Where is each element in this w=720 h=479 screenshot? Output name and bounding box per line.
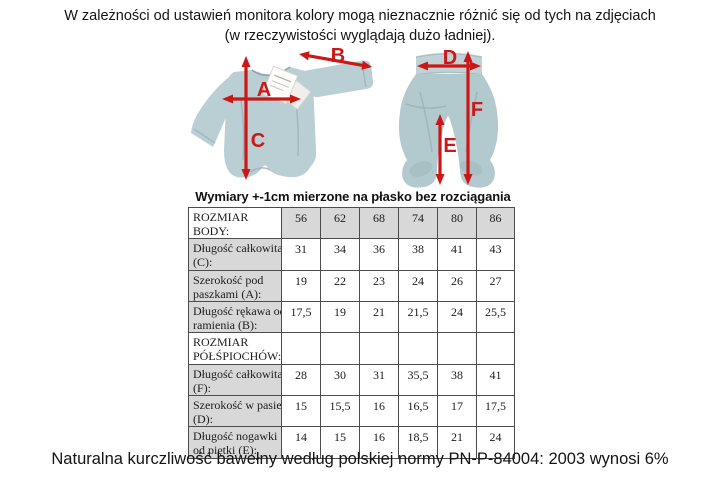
table-row: Długość nogawki od piętki (E): 14 15 16 … [188, 426, 515, 459]
value-cell: 41 [437, 238, 477, 271]
value-cell: 22 [320, 269, 360, 302]
value-cell: 25,5 [476, 300, 515, 334]
row-label: ROZMIAR BODY: [188, 206, 282, 240]
value-cell: 16 [359, 426, 399, 459]
row-label: Szerokość pod paszkami (A): [188, 269, 282, 302]
value-cell [398, 332, 438, 365]
table-row: Szerokość pod paszkami (A): 19 22 23 24 … [188, 269, 515, 302]
value-cell: 16,5 [398, 394, 438, 428]
measure-arrow-c [241, 56, 251, 180]
value-cell [437, 332, 477, 365]
table-row: Szerokość w pasie (D): 15 15,5 16 16,5 1… [188, 394, 515, 428]
row-label: ROZMIAR PÓŁŚPIOCHÓW: [188, 332, 282, 365]
table-row-sizes: ROZMIAR BODY: 56 62 68 74 80 86 [188, 206, 515, 240]
size-table: ROZMIAR BODY: 56 62 68 74 80 86 Długość … [188, 206, 515, 459]
value-cell: 19 [320, 300, 360, 334]
value-cell [320, 332, 360, 365]
value-cell: 24 [398, 269, 438, 302]
value-cell: 28 [281, 363, 321, 396]
table-row: Długość całkowita (F): 28 30 31 35,5 38 … [188, 363, 515, 396]
color-disclaimer-line2: (w rzeczywistości wyglądają dużo ładniej… [224, 28, 496, 44]
measure-label-f: F [471, 99, 483, 121]
table-row: Długość całkowita (C): 31 34 36 38 41 43 [188, 238, 515, 271]
value-cell: 23 [359, 269, 399, 302]
value-cell: 27 [476, 269, 515, 302]
value-cell [281, 332, 321, 365]
value-cell [476, 332, 515, 365]
value-cell: 30 [320, 363, 360, 396]
value-cell: 21 [359, 300, 399, 334]
size-cell: 56 [281, 206, 321, 240]
size-cell: 74 [398, 206, 438, 240]
value-cell: 17 [437, 394, 477, 428]
value-cell: 17,5 [476, 394, 515, 428]
value-cell: 34 [320, 238, 360, 271]
value-cell: 15 [281, 394, 321, 428]
value-cell: 18,5 [398, 426, 438, 459]
value-cell: 15 [320, 426, 360, 459]
table-row-section: ROZMIAR PÓŁŚPIOCHÓW: [188, 332, 515, 365]
size-cell: 80 [437, 206, 477, 240]
measure-label-a: A [257, 79, 271, 101]
value-cell: 41 [476, 363, 515, 396]
table-title: Wymiary +-1cm mierzone na płasko bez roz… [195, 189, 511, 204]
measure-label-b: B [331, 45, 345, 67]
row-label: Długość rękawa od ramienia (B): [188, 300, 282, 334]
value-cell: 31 [281, 238, 321, 271]
value-cell: 14 [281, 426, 321, 459]
measure-label-d: D [443, 47, 457, 69]
pants-image [398, 52, 499, 188]
value-cell: 43 [476, 238, 515, 271]
value-cell: 24 [437, 300, 477, 334]
measure-arrow-d [417, 61, 481, 71]
size-cell: 86 [476, 206, 515, 240]
value-cell: 21,5 [398, 300, 438, 334]
value-cell: 16 [359, 394, 399, 428]
value-cell: 38 [398, 238, 438, 271]
value-cell: 38 [437, 363, 477, 396]
measure-label-c: C [251, 130, 265, 152]
value-cell [359, 332, 399, 365]
value-cell: 31 [359, 363, 399, 396]
value-cell: 19 [281, 269, 321, 302]
size-cell: 62 [320, 206, 360, 240]
measure-arrow-b [299, 51, 372, 70]
shrinkage-note: Naturalna kurczliwość bawełny według pol… [51, 450, 669, 468]
value-cell: 15,5 [320, 394, 360, 428]
measure-label-e: E [443, 135, 456, 157]
value-cell: 26 [437, 269, 477, 302]
row-label: Długość całkowita (F): [188, 363, 282, 396]
bodysuit-image [191, 60, 374, 178]
color-disclaimer-line1: W zależności od ustawień monitora kolory… [64, 8, 656, 24]
value-cell: 17,5 [281, 300, 321, 334]
size-cell: 68 [359, 206, 399, 240]
row-label: Długość całkowita (C): [188, 238, 282, 271]
measure-arrow-f [463, 51, 473, 185]
table-row: Długość rękawa od ramienia (B): 17,5 19 … [188, 300, 515, 334]
value-cell: 36 [359, 238, 399, 271]
color-disclaimer: W zależności od ustawień monitora kolory… [0, 6, 720, 46]
value-cell: 24 [476, 426, 515, 459]
value-cell: 35,5 [398, 363, 438, 396]
measure-arrow-a [222, 94, 301, 104]
row-label: Długość nogawki od piętki (E): [188, 426, 282, 459]
row-label: Szerokość w pasie (D): [188, 394, 282, 428]
value-cell: 21 [437, 426, 477, 459]
measure-arrow-e [435, 114, 445, 185]
